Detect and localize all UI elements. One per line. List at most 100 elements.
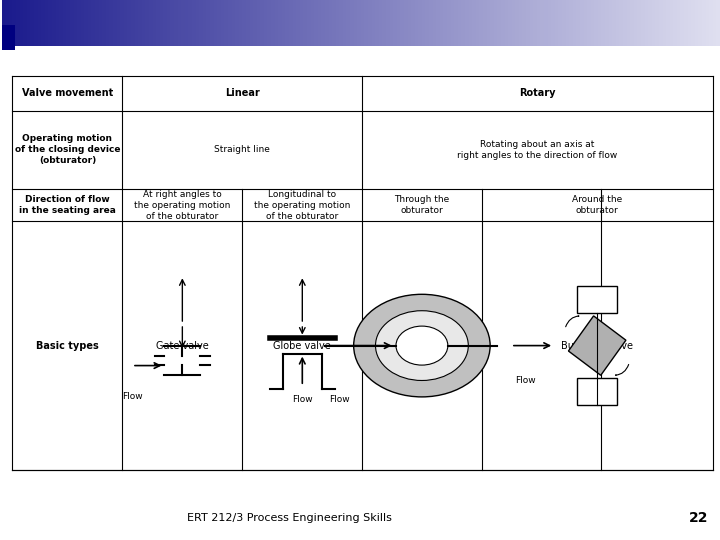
Bar [296,0,300,46]
Bar [221,0,225,46]
Bar [285,0,289,46]
Text: Valve movement: Valve movement [22,88,113,98]
Text: Flow: Flow [329,395,350,404]
Bar [623,0,626,46]
Bar [418,0,422,46]
Bar [673,0,677,46]
Bar [644,0,648,46]
Bar [548,0,552,46]
Bar [501,0,505,46]
Bar [569,0,572,46]
Bar [436,0,440,46]
Text: Rotary: Rotary [519,88,556,98]
Bar [537,0,541,46]
Bar [695,0,698,46]
Bar [447,0,451,46]
Bar [23,0,27,46]
Bar [691,0,695,46]
Bar [346,0,350,46]
Bar [48,0,52,46]
Bar [149,0,153,46]
Text: Direction of flow
in the seating area: Direction of flow in the seating area [19,195,116,215]
Bar [397,0,400,46]
Polygon shape [568,316,626,375]
Bar [469,0,472,46]
Bar [189,0,192,46]
Bar [680,0,684,46]
Bar [498,0,501,46]
Bar [181,0,185,46]
Bar [328,0,332,46]
Bar [462,0,465,46]
Bar [192,0,196,46]
Bar [257,0,261,46]
Bar [160,0,163,46]
Bar [601,0,605,46]
Bar [544,0,548,46]
Text: Rotating about an axis at
right angles to the direction of flow: Rotating about an axis at right angles t… [457,140,618,160]
Bar [12,0,16,46]
Bar [274,0,278,46]
Bar [559,0,562,46]
Bar [19,0,23,46]
Bar [246,0,250,46]
Bar [641,0,644,46]
Bar [73,0,77,46]
Bar [350,0,354,46]
Text: Ball valves: Ball valves [395,341,449,350]
Bar [163,0,167,46]
Bar [232,0,235,46]
Text: Flow: Flow [515,376,536,385]
Bar [228,0,232,46]
Bar [688,0,691,46]
Bar [677,0,680,46]
Bar [289,0,292,46]
Text: Butterfly valve: Butterfly valve [561,341,633,350]
Bar [27,0,30,46]
Bar [55,0,59,46]
Bar [534,0,537,46]
Bar [480,0,483,46]
Bar [167,0,171,46]
Bar [577,286,617,313]
Bar [102,0,106,46]
Bar [95,0,99,46]
Bar [9,0,12,46]
Bar [655,0,659,46]
Bar [702,0,706,46]
Bar [120,0,124,46]
Bar [526,0,530,46]
Bar [34,0,37,46]
Bar [225,0,228,46]
Bar [505,0,508,46]
Bar [530,0,534,46]
Bar [81,0,84,46]
Bar [519,0,523,46]
Bar [476,0,480,46]
Bar [307,0,310,46]
Bar [451,0,454,46]
Bar [59,0,63,46]
Bar [626,0,630,46]
Bar [612,0,616,46]
Bar [590,0,594,46]
Bar [210,0,214,46]
Text: Linear: Linear [225,88,260,98]
Bar [465,0,469,46]
Bar [113,0,117,46]
Bar [70,0,73,46]
Bar [516,0,519,46]
Bar [131,0,135,46]
Text: Longitudinal to
the operating motion
of the obturator: Longitudinal to the operating motion of … [254,190,351,221]
Circle shape [396,326,448,365]
Bar [555,0,559,46]
Bar [508,0,512,46]
Text: Through the
obturator: Through the obturator [395,195,449,215]
Bar [576,0,580,46]
Bar [332,0,336,46]
FancyArrowPatch shape [616,364,629,375]
Bar [339,0,343,46]
Text: Globe valve: Globe valve [274,341,331,350]
Bar [271,0,274,46]
Bar [37,0,41,46]
